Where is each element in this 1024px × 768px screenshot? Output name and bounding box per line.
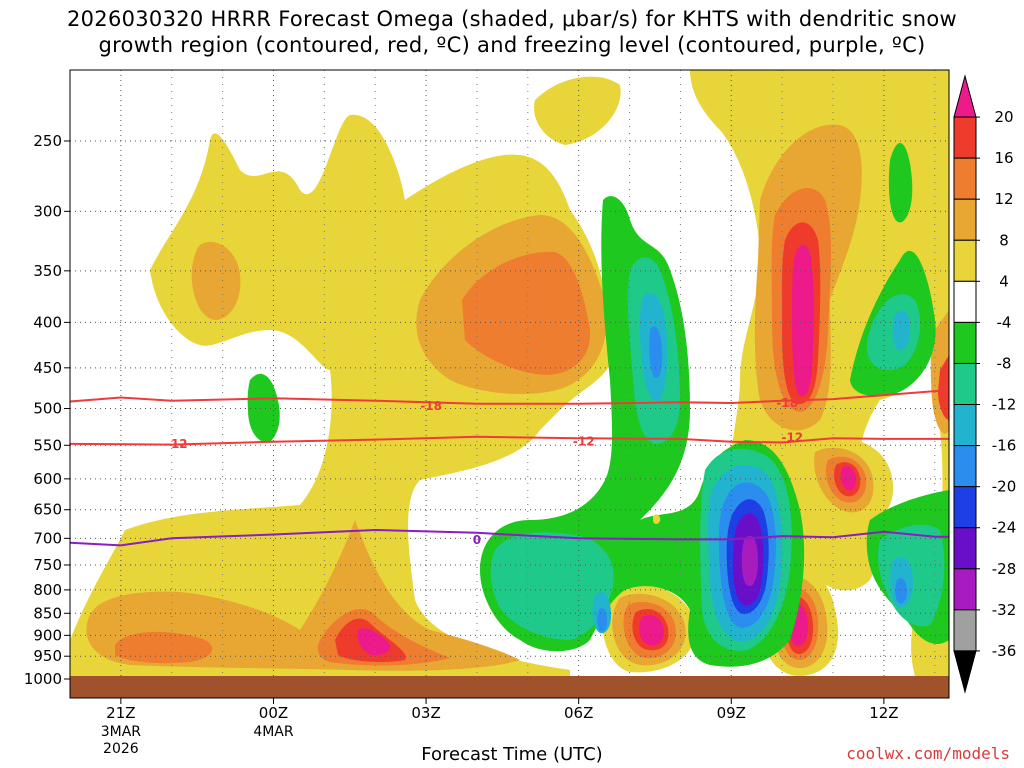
ascent-region-20a	[792, 244, 814, 397]
colorbar-cell-10	[953, 486, 977, 529]
colorbar-cell-1	[953, 116, 977, 159]
colorbar-label--28: -28	[992, 560, 1017, 578]
contour-label-1: -12	[166, 437, 188, 451]
y-tick-label-450: 450	[33, 359, 62, 377]
ascent-region-16f	[938, 355, 949, 420]
colorbar-cell-6	[953, 321, 977, 364]
descent-region-32a	[741, 535, 758, 587]
colorbar-label--12: -12	[992, 396, 1017, 414]
colorbar-cell-7	[953, 362, 977, 406]
ascent-region-12a	[462, 251, 591, 375]
contour-dgz-bottom	[70, 435, 949, 446]
colorbar: 20 16 12 8 4 -4 -8 -12 -16 -20 -24 -28 -32 -36	[953, 74, 1017, 694]
ascent-region-8b	[86, 520, 521, 671]
descent-region-12b	[490, 532, 614, 640]
x-tick-sublabel-date: 3MAR	[101, 724, 142, 740]
credit-text: coolwx.com/models	[846, 744, 1010, 763]
x-tick-label-06Z: 06Z	[564, 704, 593, 722]
ascent-region-4h	[653, 514, 661, 524]
colorbar-label--20: -20	[992, 478, 1017, 496]
plot-frame	[69, 69, 950, 699]
colorbar-cell-11	[953, 527, 977, 570]
contour-label-2: -12	[573, 435, 595, 449]
omega-shading	[70, 70, 949, 676]
y-tick-label-500: 500	[33, 399, 62, 417]
colorbar-cell-9	[953, 445, 977, 488]
ascent-region-12b	[115, 631, 213, 664]
descent-region-8b	[247, 373, 280, 443]
y-tick-label-950: 950	[33, 647, 62, 665]
colorbar-cell-12	[953, 568, 977, 611]
colorbar-label-16: 16	[994, 149, 1013, 167]
ascent-region-4b	[534, 76, 621, 145]
descent-region-20d	[895, 578, 907, 604]
contour-label-3: -12	[781, 430, 803, 444]
ascent-region-4d	[911, 70, 949, 676]
y-tick-label-400: 400	[33, 313, 62, 331]
y-axis: 250 300 350 400 450 500 550 600 650 700 750 800 850 9…	[24, 132, 70, 688]
contour-label-4: 0	[473, 533, 481, 547]
colorbar-label--32: -32	[992, 601, 1017, 619]
y-tick-label-600: 600	[33, 470, 62, 488]
colorbar-cell-4	[953, 239, 977, 282]
chart-title: 2026030320 HRRR Forecast Omega (shaded, …	[0, 6, 1024, 58]
colorbar-cell-bottom	[953, 650, 977, 694]
descent-region-16e	[892, 310, 910, 351]
x-tick-label-03Z: 03Z	[411, 704, 440, 722]
colorbar-label--16: -16	[992, 437, 1017, 455]
contours: -18 -12 -12 -12 0 -18	[70, 389, 949, 547]
y-tick-label-750: 750	[33, 556, 62, 574]
x-tick-label-12Z: 12Z	[869, 704, 898, 722]
x-tick-label-00Z: 00Z	[259, 704, 288, 722]
colorbar-cell-13	[953, 609, 977, 652]
x-tick-label-09Z: 09Z	[717, 704, 746, 722]
ascent-region-20c	[639, 615, 665, 646]
y-tick-label-700: 700	[33, 529, 62, 547]
y-tick-label-300: 300	[33, 202, 62, 220]
colorbar-cell-8	[953, 404, 977, 447]
x-axis-title: Forecast Time (UTC)	[421, 744, 603, 765]
colorbar-cell-3	[953, 198, 977, 241]
y-tick-label-1000: 1000	[24, 670, 62, 688]
ascent-region-8g	[191, 241, 241, 320]
x-tick-sublabel-date: 4MAR	[253, 724, 294, 740]
descent-region-20c	[597, 608, 607, 632]
colorbar-label-12: 12	[994, 190, 1013, 208]
descent-region-20a	[649, 326, 663, 379]
colorbar-label-8: 8	[999, 231, 1009, 249]
y-tick-label-850: 850	[33, 604, 62, 622]
y-tick-label-250: 250	[33, 132, 62, 150]
y-tick-label-650: 650	[33, 501, 62, 519]
chart-title-line1: 2026030320 HRRR Forecast Omega (shaded, …	[66, 7, 958, 31]
contour-label-0: -18	[420, 399, 442, 413]
contour-freezing-level	[70, 528, 949, 547]
colorbar-label--36: -36	[992, 642, 1017, 660]
colorbar-label--8: -8	[997, 354, 1012, 372]
x-tick-sublabel-year: 2026	[103, 741, 139, 757]
colorbar-cell-5	[953, 280, 977, 323]
colorbar-label-20: 20	[994, 108, 1013, 126]
colorbar-cell-top	[953, 74, 977, 118]
contour-label-5: -18	[776, 396, 798, 410]
contour-dgz-top	[70, 389, 949, 405]
x-tick-label-21Z: 21Z	[106, 704, 135, 722]
ground-strip	[70, 676, 949, 698]
colorbar-label--24: -24	[992, 519, 1017, 537]
gridlines	[69, 70, 949, 676]
colorbar-cell-2	[953, 157, 977, 200]
y-tick-label-800: 800	[33, 581, 62, 599]
chart-title-line2: growth region (contoured, red, ºC) and f…	[98, 33, 926, 57]
colorbar-label-4: 4	[999, 272, 1009, 290]
y-tick-label-550: 550	[33, 436, 62, 454]
y-tick-label-900: 900	[33, 626, 62, 644]
y-tick-label-350: 350	[33, 262, 62, 280]
descent-region-8c	[888, 142, 913, 223]
colorbar-label--4: -4	[997, 313, 1012, 331]
ascent-region-20b	[840, 466, 857, 491]
